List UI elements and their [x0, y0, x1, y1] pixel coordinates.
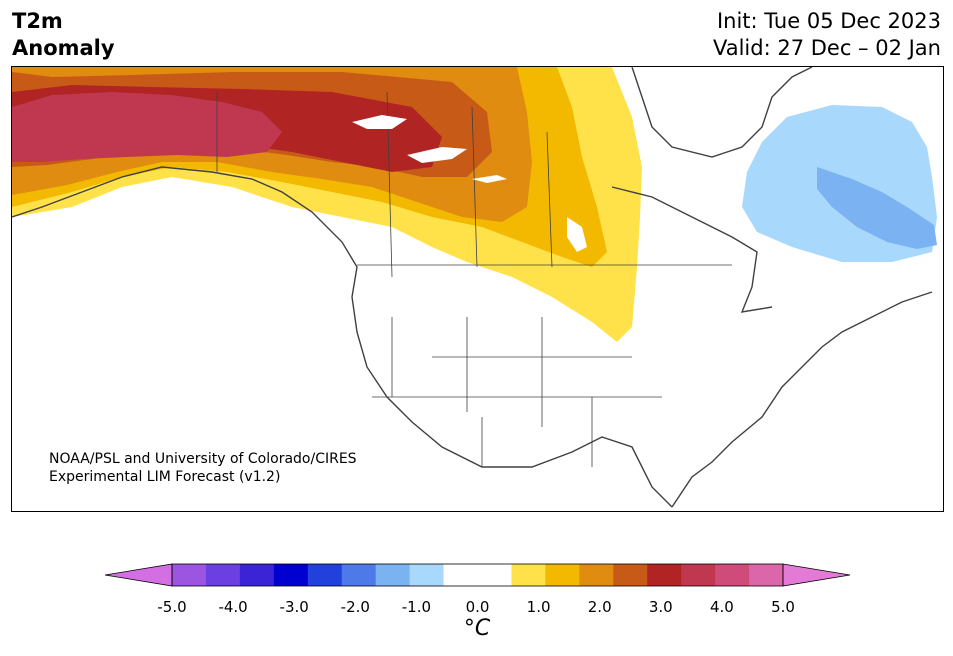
colorbar-bin	[749, 564, 784, 586]
colorbar-tick-label: -3.0	[279, 598, 309, 616]
colorbar-high-arrow	[782, 563, 851, 587]
colorbar-tick-label: -4.0	[218, 598, 248, 616]
coastlines	[12, 67, 933, 508]
credit-line-2: Experimental LIM Forecast (v1.2)	[49, 469, 281, 485]
credit-text: NOAA/PSL and University of Colorado/CIRE…	[49, 450, 357, 486]
colorbar-bins	[172, 564, 784, 586]
colorbar-bin	[443, 564, 478, 586]
colorbar-bin	[273, 564, 309, 586]
title-line-1: T2m	[12, 9, 63, 33]
colorbar	[100, 560, 855, 590]
colorbar-bin	[409, 564, 445, 586]
colorbar-bin	[545, 564, 580, 586]
credit-line-1: NOAA/PSL and University of Colorado/CIRE…	[49, 451, 357, 467]
colorbar-tick-label: 1.0	[526, 598, 551, 616]
colorbar-tick-label: 2.0	[587, 598, 612, 616]
colorbar-tick-label: -2.0	[340, 598, 370, 616]
colorbar-bin	[647, 564, 682, 586]
colorbar-tick-label: 4.0	[709, 598, 734, 616]
political-borders	[216, 91, 732, 467]
colorbar-bin	[681, 564, 716, 586]
colorbar-bin	[172, 564, 207, 586]
anomaly-fill-neg1p5	[817, 167, 937, 249]
colorbar-bin	[715, 564, 750, 586]
colorbar-svg	[104, 563, 851, 587]
colorbar-tick-label: -5.0	[157, 598, 187, 616]
colorbar-bin	[205, 564, 241, 586]
colorbar-outline	[171, 563, 784, 587]
colorbar-bin	[307, 564, 343, 586]
colorbar-tick-label: 3.0	[648, 598, 673, 616]
colorbar-tick-label: -1.0	[401, 598, 432, 616]
anomaly-map	[12, 67, 937, 508]
colorbar-bin	[341, 564, 377, 586]
init-date: Init: Tue 05 Dec 2023	[716, 9, 941, 33]
forecast-dates: Init: Tue 05 Dec 2023 Valid: 27 Dec – 02…	[713, 8, 941, 62]
colorbar-bin	[239, 564, 275, 586]
colorbar-tick-label: 0.0	[465, 598, 490, 616]
colorbar-bin	[579, 564, 614, 586]
colorbar-bin	[511, 564, 546, 586]
map-panel	[11, 66, 944, 512]
map-title: T2m Anomaly	[12, 8, 115, 62]
colorbar-unit-label: °C	[463, 616, 491, 641]
colorbar-tick-label: 5.0	[771, 598, 795, 616]
valid-date: Valid: 27 Dec – 02 Jan	[712, 36, 941, 60]
anomaly-fill-3p5	[12, 92, 282, 162]
title-line-2: Anomaly	[12, 36, 115, 60]
colorbar-bin	[375, 564, 411, 586]
colorbar-bin	[613, 564, 648, 586]
colorbar-low-arrow	[104, 563, 173, 587]
colorbar-bin	[477, 564, 512, 586]
lakes	[352, 115, 587, 252]
